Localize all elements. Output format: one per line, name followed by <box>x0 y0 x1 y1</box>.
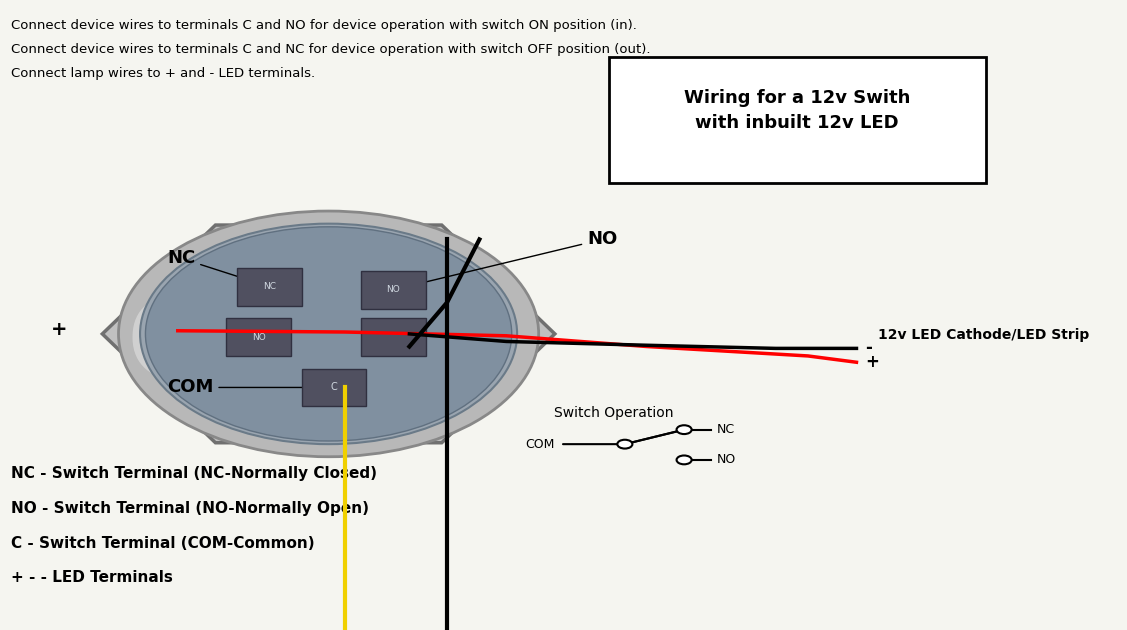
Text: NC: NC <box>717 423 735 436</box>
Text: O: O <box>362 293 456 400</box>
Circle shape <box>118 211 539 457</box>
FancyBboxPatch shape <box>227 318 291 356</box>
Text: NO: NO <box>717 454 736 466</box>
FancyBboxPatch shape <box>609 57 986 183</box>
Circle shape <box>145 227 512 441</box>
FancyBboxPatch shape <box>302 369 366 406</box>
Polygon shape <box>103 225 554 443</box>
Text: Wiring for a 12v Swith
with inbuilt 12v LED: Wiring for a 12v Swith with inbuilt 12v … <box>684 89 911 132</box>
Text: 12v LED Cathode/LED Strip: 12v LED Cathode/LED Strip <box>878 328 1090 342</box>
Text: Connect device wires to terminals C and NO for device operation with switch ON p: Connect device wires to terminals C and … <box>11 19 637 32</box>
Text: COM: COM <box>167 379 331 396</box>
FancyBboxPatch shape <box>361 271 426 309</box>
Circle shape <box>618 440 632 449</box>
Text: Connect lamp wires to + and - LED terminals.: Connect lamp wires to + and - LED termin… <box>11 67 314 80</box>
FancyBboxPatch shape <box>237 268 302 306</box>
Text: C: C <box>330 382 337 392</box>
Text: NC: NC <box>167 249 267 286</box>
Text: Switch Operation: Switch Operation <box>554 406 674 420</box>
Text: NO: NO <box>396 231 618 289</box>
Text: COM: COM <box>525 438 554 450</box>
FancyBboxPatch shape <box>361 318 426 356</box>
Circle shape <box>140 224 517 444</box>
Text: NC - Switch Terminal (NC-Normally Closed): NC - Switch Terminal (NC-Normally Closed… <box>11 466 376 481</box>
Text: + - - LED Terminals: + - - LED Terminals <box>11 570 172 585</box>
Text: NC: NC <box>263 282 276 291</box>
Text: -: - <box>866 339 872 357</box>
Text: +: + <box>51 320 68 339</box>
Text: NO - Switch Terminal (NO-Normally Open): NO - Switch Terminal (NO-Normally Open) <box>11 501 369 516</box>
Text: O: O <box>243 293 338 400</box>
Text: +: + <box>866 353 879 370</box>
Text: C - Switch Terminal (COM-Common): C - Switch Terminal (COM-Common) <box>11 536 314 551</box>
Text: Connect device wires to terminals C and NC for device operation with switch OFF : Connect device wires to terminals C and … <box>11 43 650 56</box>
Circle shape <box>676 425 692 434</box>
Text: NO: NO <box>387 285 400 294</box>
Circle shape <box>676 455 692 464</box>
Text: G: G <box>126 293 218 400</box>
Text: NO: NO <box>251 333 266 341</box>
